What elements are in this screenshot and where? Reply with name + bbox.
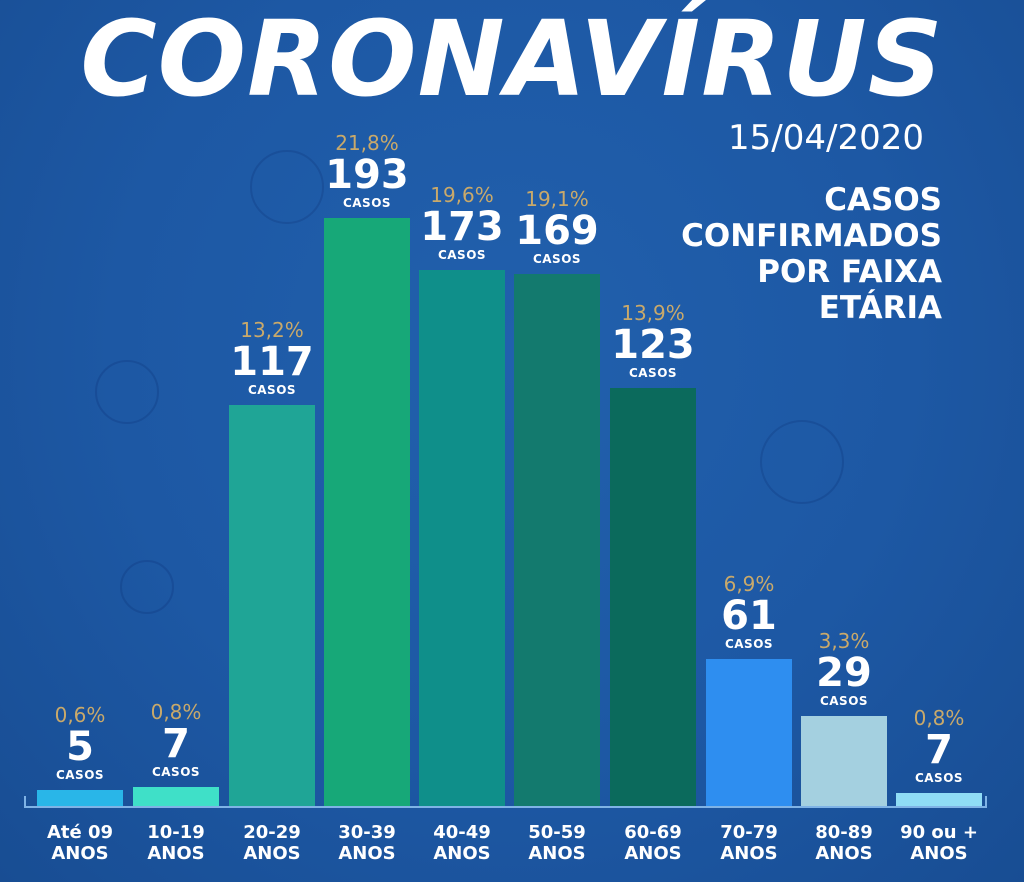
bar-data-label: 13,2% 117 CASOS xyxy=(212,319,332,397)
value-label: 173 xyxy=(420,204,504,250)
value-label: 5 xyxy=(66,724,94,770)
percentage-label: 21,8% xyxy=(335,131,399,155)
bar xyxy=(896,793,982,806)
bar-data-label: 6,9% 61 CASOS xyxy=(689,573,809,651)
report-date: 15/04/2020 xyxy=(728,118,924,158)
unit-label: CASOS xyxy=(55,768,105,782)
value-label: 117 xyxy=(230,339,314,385)
percentage-label: 0,6% xyxy=(54,703,106,727)
bar-data-label: 13,9% 123 CASOS xyxy=(593,302,713,380)
percentage-label: 0,8% xyxy=(913,706,965,730)
bar xyxy=(133,787,219,806)
unit-label: CASOS xyxy=(342,196,392,210)
value-label: 169 xyxy=(515,208,599,254)
bar xyxy=(706,659,792,806)
bar xyxy=(514,274,600,806)
category-label: 80-89 ANOS xyxy=(789,822,899,864)
unit-label: CASOS xyxy=(532,252,582,266)
value-label: 61 xyxy=(721,593,777,639)
subtitle-line: CONFIRMADOS xyxy=(681,218,942,254)
category-range: 30-39 xyxy=(338,822,396,843)
unit-label: CASOS xyxy=(151,765,201,779)
percentage-label: 19,6% xyxy=(430,183,494,207)
percentage-label: 3,3% xyxy=(818,629,870,653)
percentage-label: 13,9% xyxy=(621,301,685,325)
category-unit: ANOS xyxy=(433,843,491,864)
category-label: 70-79 ANOS xyxy=(694,822,804,864)
category-unit: ANOS xyxy=(243,843,301,864)
subtitle-line: ETÁRIA xyxy=(818,290,942,326)
category-label: 20-29 ANOS xyxy=(217,822,327,864)
bar-data-label: 0,6% 5 CASOS xyxy=(20,704,140,782)
unit-label: CASOS xyxy=(819,694,869,708)
category-label: Até 09 ANOS xyxy=(25,822,135,864)
value-label: 29 xyxy=(816,650,872,696)
bar-data-label: 19,1% 169 CASOS xyxy=(497,188,617,266)
percentage-label: 19,1% xyxy=(525,187,589,211)
bar xyxy=(419,270,505,806)
bar xyxy=(801,716,887,806)
unit-label: CASOS xyxy=(724,637,774,651)
virus-decoration xyxy=(95,360,159,424)
unit-label: CASOS xyxy=(914,771,964,785)
page-title: CORONAVÍRUS xyxy=(80,0,944,120)
bar xyxy=(229,405,315,806)
category-range: 70-79 xyxy=(720,822,778,843)
category-label: 10-19 ANOS xyxy=(121,822,231,864)
category-label: 90 ou + ANOS xyxy=(884,822,994,864)
virus-decoration xyxy=(120,560,174,614)
percentage-label: 0,8% xyxy=(150,700,202,724)
axis-tick xyxy=(985,796,987,808)
category-unit: ANOS xyxy=(338,843,396,864)
unit-label: CASOS xyxy=(437,248,487,262)
category-label: 50-59 ANOS xyxy=(502,822,612,864)
category-unit: ANOS xyxy=(624,843,682,864)
category-range: 10-19 xyxy=(147,822,205,843)
bar-data-label: 3,3% 29 CASOS xyxy=(784,630,904,708)
virus-decoration xyxy=(250,150,324,224)
subtitle-line: POR FAIXA xyxy=(757,254,942,290)
category-range: 50-59 xyxy=(528,822,586,843)
axis-tick xyxy=(24,796,26,808)
bar xyxy=(610,388,696,806)
value-label: 123 xyxy=(611,322,695,368)
category-range: 90 ou + xyxy=(900,822,978,843)
value-label: 193 xyxy=(325,152,409,198)
x-axis-line xyxy=(24,806,986,808)
subtitle-line: CASOS xyxy=(824,182,942,218)
percentage-label: 13,2% xyxy=(240,318,304,342)
bar xyxy=(37,790,123,806)
value-label: 7 xyxy=(925,727,953,773)
bar-data-label: 0,8% 7 CASOS xyxy=(879,707,999,785)
value-label: 7 xyxy=(162,721,190,767)
virus-decoration xyxy=(760,420,844,504)
category-unit: ANOS xyxy=(51,843,109,864)
category-range: 80-89 xyxy=(815,822,873,843)
category-unit: ANOS xyxy=(147,843,205,864)
unit-label: CASOS xyxy=(628,366,678,380)
percentage-label: 6,9% xyxy=(723,572,775,596)
category-range: 60-69 xyxy=(624,822,682,843)
category-unit: ANOS xyxy=(528,843,586,864)
category-label: 60-69 ANOS xyxy=(598,822,708,864)
category-range: 40-49 xyxy=(433,822,491,843)
bar xyxy=(324,218,410,806)
category-label: 40-49 ANOS xyxy=(407,822,517,864)
category-label: 30-39 ANOS xyxy=(312,822,422,864)
unit-label: CASOS xyxy=(247,383,297,397)
bar-data-label: 0,8% 7 CASOS xyxy=(116,701,236,779)
category-unit: ANOS xyxy=(815,843,873,864)
category-unit: ANOS xyxy=(910,843,968,864)
bar-data-label: 21,8% 193 CASOS xyxy=(307,132,427,210)
bar-data-label: 19,6% 173 CASOS xyxy=(402,184,522,262)
category-unit: ANOS xyxy=(720,843,778,864)
category-range: Até 09 xyxy=(46,822,114,843)
category-range: 20-29 xyxy=(243,822,301,843)
chart-subtitle: CASOS CONFIRMADOS POR FAIXA ETÁRIA xyxy=(622,182,942,326)
